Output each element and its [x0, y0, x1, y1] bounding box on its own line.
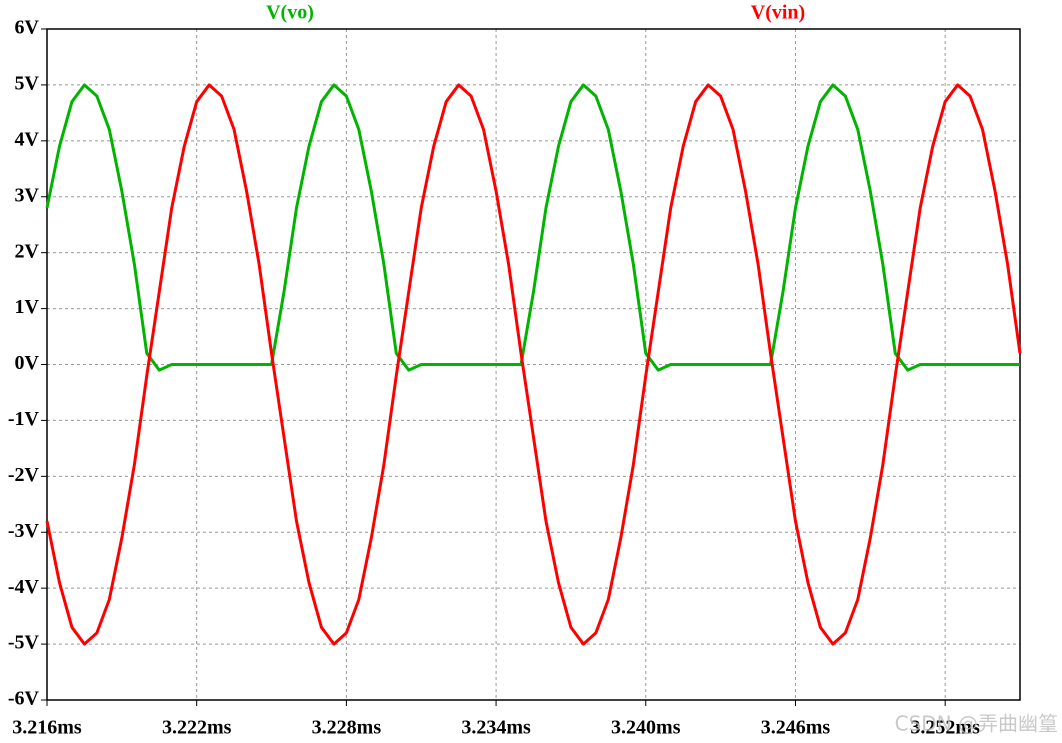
line-series — [45, 83, 1022, 646]
y-tick-label: -4V — [8, 576, 40, 598]
x-tick-label: 3.246ms — [761, 717, 831, 739]
y-tick-label: 5V — [15, 73, 40, 95]
y-tick-label: -6V — [8, 688, 40, 710]
y-tick-label: 6V — [15, 17, 40, 39]
watermark: CSDN @弄曲幽篁 — [895, 712, 1058, 736]
x-tick-label: 3.234ms — [461, 717, 531, 739]
x-tick-label: 3.216ms — [12, 717, 82, 739]
y-tick-label: -3V — [8, 520, 40, 542]
x-tick-label: 3.240ms — [611, 717, 681, 739]
y-tick-label: 2V — [15, 240, 40, 262]
line-series — [45, 83, 1020, 372]
x-tick-label: 3.222ms — [162, 717, 232, 739]
y-tick-label: 3V — [15, 184, 40, 206]
y-tick-label: 0V — [15, 352, 40, 374]
legend-label: V(vo) — [266, 2, 314, 24]
legend-label: V(vin) — [751, 2, 805, 24]
x-tick-label: 3.252ms — [910, 717, 980, 739]
y-tick-label: 1V — [15, 296, 40, 318]
y-tick-label: -5V — [8, 632, 40, 654]
x-tick-label: 3.228ms — [312, 717, 382, 739]
y-tick-label: -1V — [8, 408, 40, 430]
y-tick-label: -2V — [8, 464, 40, 486]
y-tick-label: 4V — [15, 128, 40, 150]
